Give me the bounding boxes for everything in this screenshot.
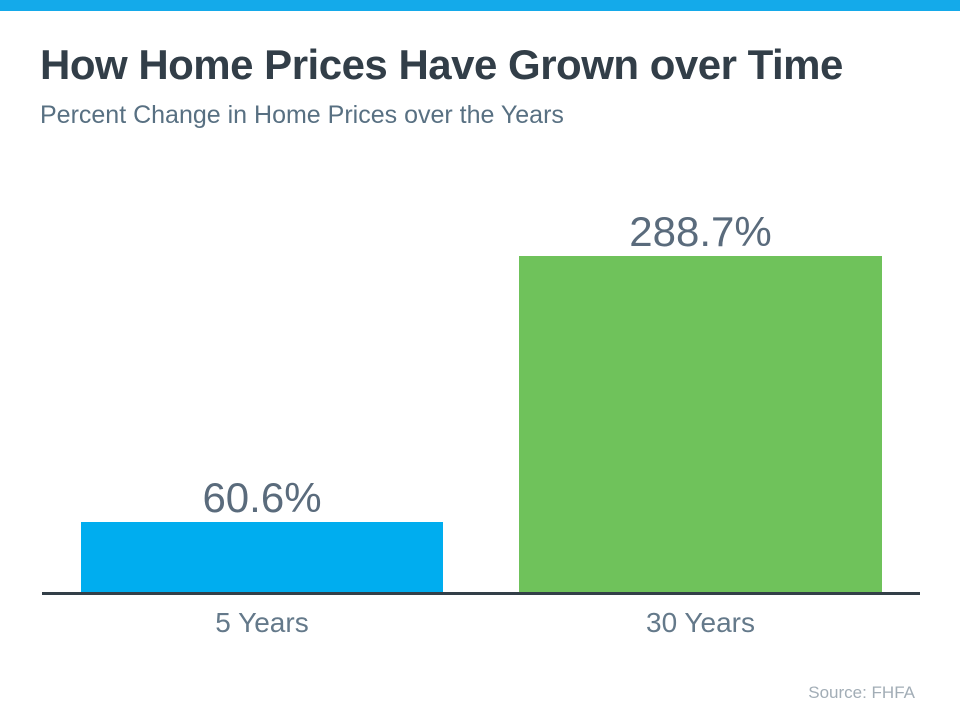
category-label-5-years: 5 Years: [215, 607, 309, 638]
category-label-30-years: 30 Years: [646, 607, 755, 638]
bar-group-5-years: 60.6%: [81, 477, 443, 593]
value-label-30-years: 288.7%: [629, 208, 772, 255]
source-note: Source: FHFA: [808, 683, 915, 702]
bar-30-years: [519, 256, 882, 593]
value-label-5-years: 60.6%: [202, 474, 322, 521]
chart-title: How Home Prices Have Grown over Time: [40, 41, 843, 88]
bar-5-years: [81, 522, 443, 593]
x-axis-line: [42, 592, 920, 595]
bar-group-30-years: 288.7%: [519, 211, 882, 593]
chart-subtitle: Percent Change in Home Prices over the Y…: [40, 101, 564, 129]
top-accent-bar: [0, 0, 960, 11]
